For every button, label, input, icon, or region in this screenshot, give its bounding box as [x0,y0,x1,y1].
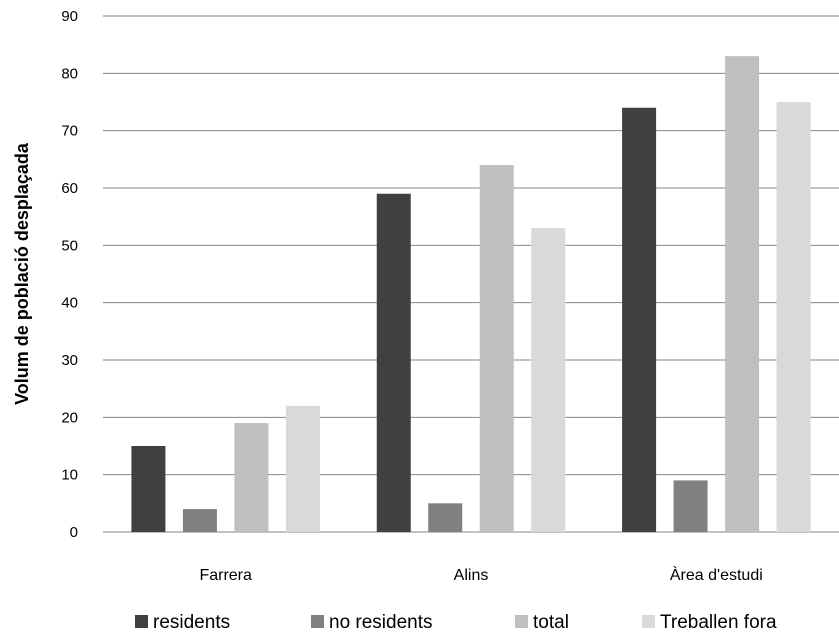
legend-swatch [515,615,528,628]
bar-no-residents [428,503,463,532]
y-axis-label: Volum de població desplaçada [12,142,32,405]
y-tick-labels: 0 10 20 30 40 50 60 70 80 90 [61,8,78,541]
y-tick-label: 50 [61,237,78,254]
y-tick-label: 40 [61,295,78,312]
x-category-label: Alins [454,567,489,584]
x-category-label: Àrea d'estudi [670,565,763,584]
bars [131,56,811,533]
legend-label: total [533,612,569,633]
y-tick-label: 10 [61,467,78,484]
bar-treballen-fora [285,405,320,532]
y-tick-label: 20 [61,409,78,426]
bar-residents [131,446,166,532]
y-tick-label: 80 [61,65,78,82]
x-category-labels: Farrera Alins Àrea d'estudi [199,565,762,584]
legend-label: Treballen fora [660,612,777,633]
bar-residents [376,193,411,532]
y-tick-label: 60 [61,180,78,197]
bar-total [725,56,760,533]
bar-no-residents [673,480,708,532]
gridlines [103,15,839,533]
bar-treballen-fora [776,102,811,532]
legend-swatch [135,615,148,628]
legend-label: no residents [329,612,433,633]
legend: residents no residents total Treballen fora [135,612,777,633]
y-tick-label: 70 [61,123,78,140]
y-tick-label: 30 [61,352,78,369]
bar-total [479,165,514,533]
bar-no-residents [182,509,217,532]
y-tick-label: 0 [70,524,78,541]
bar-total [234,423,269,532]
legend-swatch [311,615,324,628]
legend-swatch [642,615,655,628]
x-category-label: Farrera [199,567,252,584]
bar-treballen-fora [531,228,566,532]
bar-residents [622,107,657,532]
y-tick-label: 90 [61,8,78,25]
legend-label: residents [153,612,230,633]
